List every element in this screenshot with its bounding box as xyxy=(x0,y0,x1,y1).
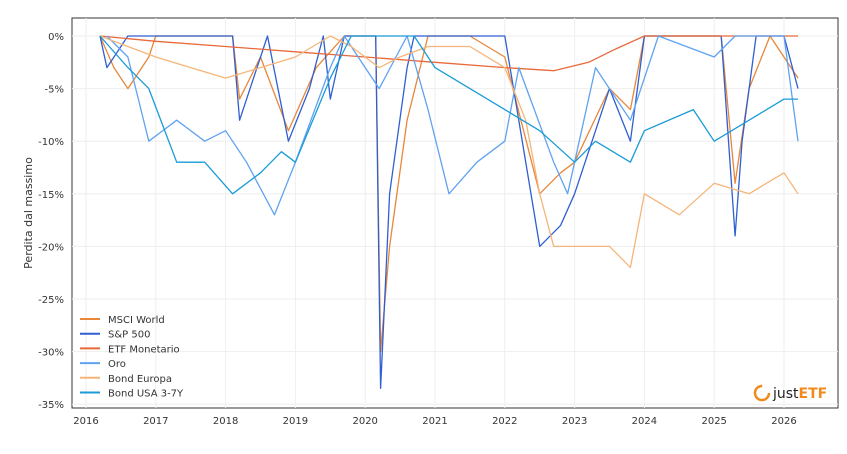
series-lines xyxy=(99,35,799,390)
logo-icon xyxy=(753,384,771,402)
legend: MSCI World S&P 500 ETF Monetario Oro Bond Eu… xyxy=(80,315,184,400)
y-tick-label: -35% xyxy=(38,400,64,411)
x-tick-label: 2024 xyxy=(632,416,657,427)
y-axis: 0% -5% -10% -15% -20% -25% -30% -35% xyxy=(38,32,64,411)
x-tick-label: 2016 xyxy=(73,416,98,427)
justetf-logo: justETF xyxy=(753,384,827,402)
y-tick-label: 0% xyxy=(48,32,64,43)
plot-area xyxy=(71,17,839,409)
legend-label: ETF Monetario xyxy=(108,344,180,355)
legend-label: Bond USA 3-7Y xyxy=(108,389,184,400)
x-tick-label: 2022 xyxy=(492,416,517,427)
series-line-s-p-500 xyxy=(99,35,799,390)
y-tick-label: -15% xyxy=(38,190,64,201)
series-line-oro xyxy=(106,35,799,216)
legend-label: S&P 500 xyxy=(108,330,150,341)
series-line-bond-usa-3-7y xyxy=(99,35,798,195)
x-tick-label: 2023 xyxy=(562,416,587,427)
y-tick-label: -10% xyxy=(38,137,64,148)
y-tick-label: -25% xyxy=(38,295,64,306)
legend-label: Oro xyxy=(108,359,126,370)
x-axis: 2016 2017 2018 2019 2020 2021 2022 2023 2024 2025… xyxy=(73,416,796,427)
y-tick-label: -5% xyxy=(45,85,64,96)
legend-label: MSCI World xyxy=(108,315,165,326)
logo-text: justETF xyxy=(772,386,827,402)
series-line-bond-europa xyxy=(99,35,799,269)
y-tick-label: -30% xyxy=(38,348,64,359)
x-tick-label: 2026 xyxy=(771,416,796,427)
x-tick-label: 2021 xyxy=(422,416,447,427)
x-tick-label: 2019 xyxy=(283,416,308,427)
y-tick-label: -20% xyxy=(38,242,64,253)
x-tick-label: 2017 xyxy=(143,416,168,427)
legend-label: Bond Europa xyxy=(108,374,172,385)
x-tick-label: 2025 xyxy=(701,416,726,427)
x-tick-label: 2020 xyxy=(352,416,377,427)
y-axis-label: Perdita dal massimo xyxy=(22,157,35,269)
x-tick-label: 2018 xyxy=(213,416,238,427)
